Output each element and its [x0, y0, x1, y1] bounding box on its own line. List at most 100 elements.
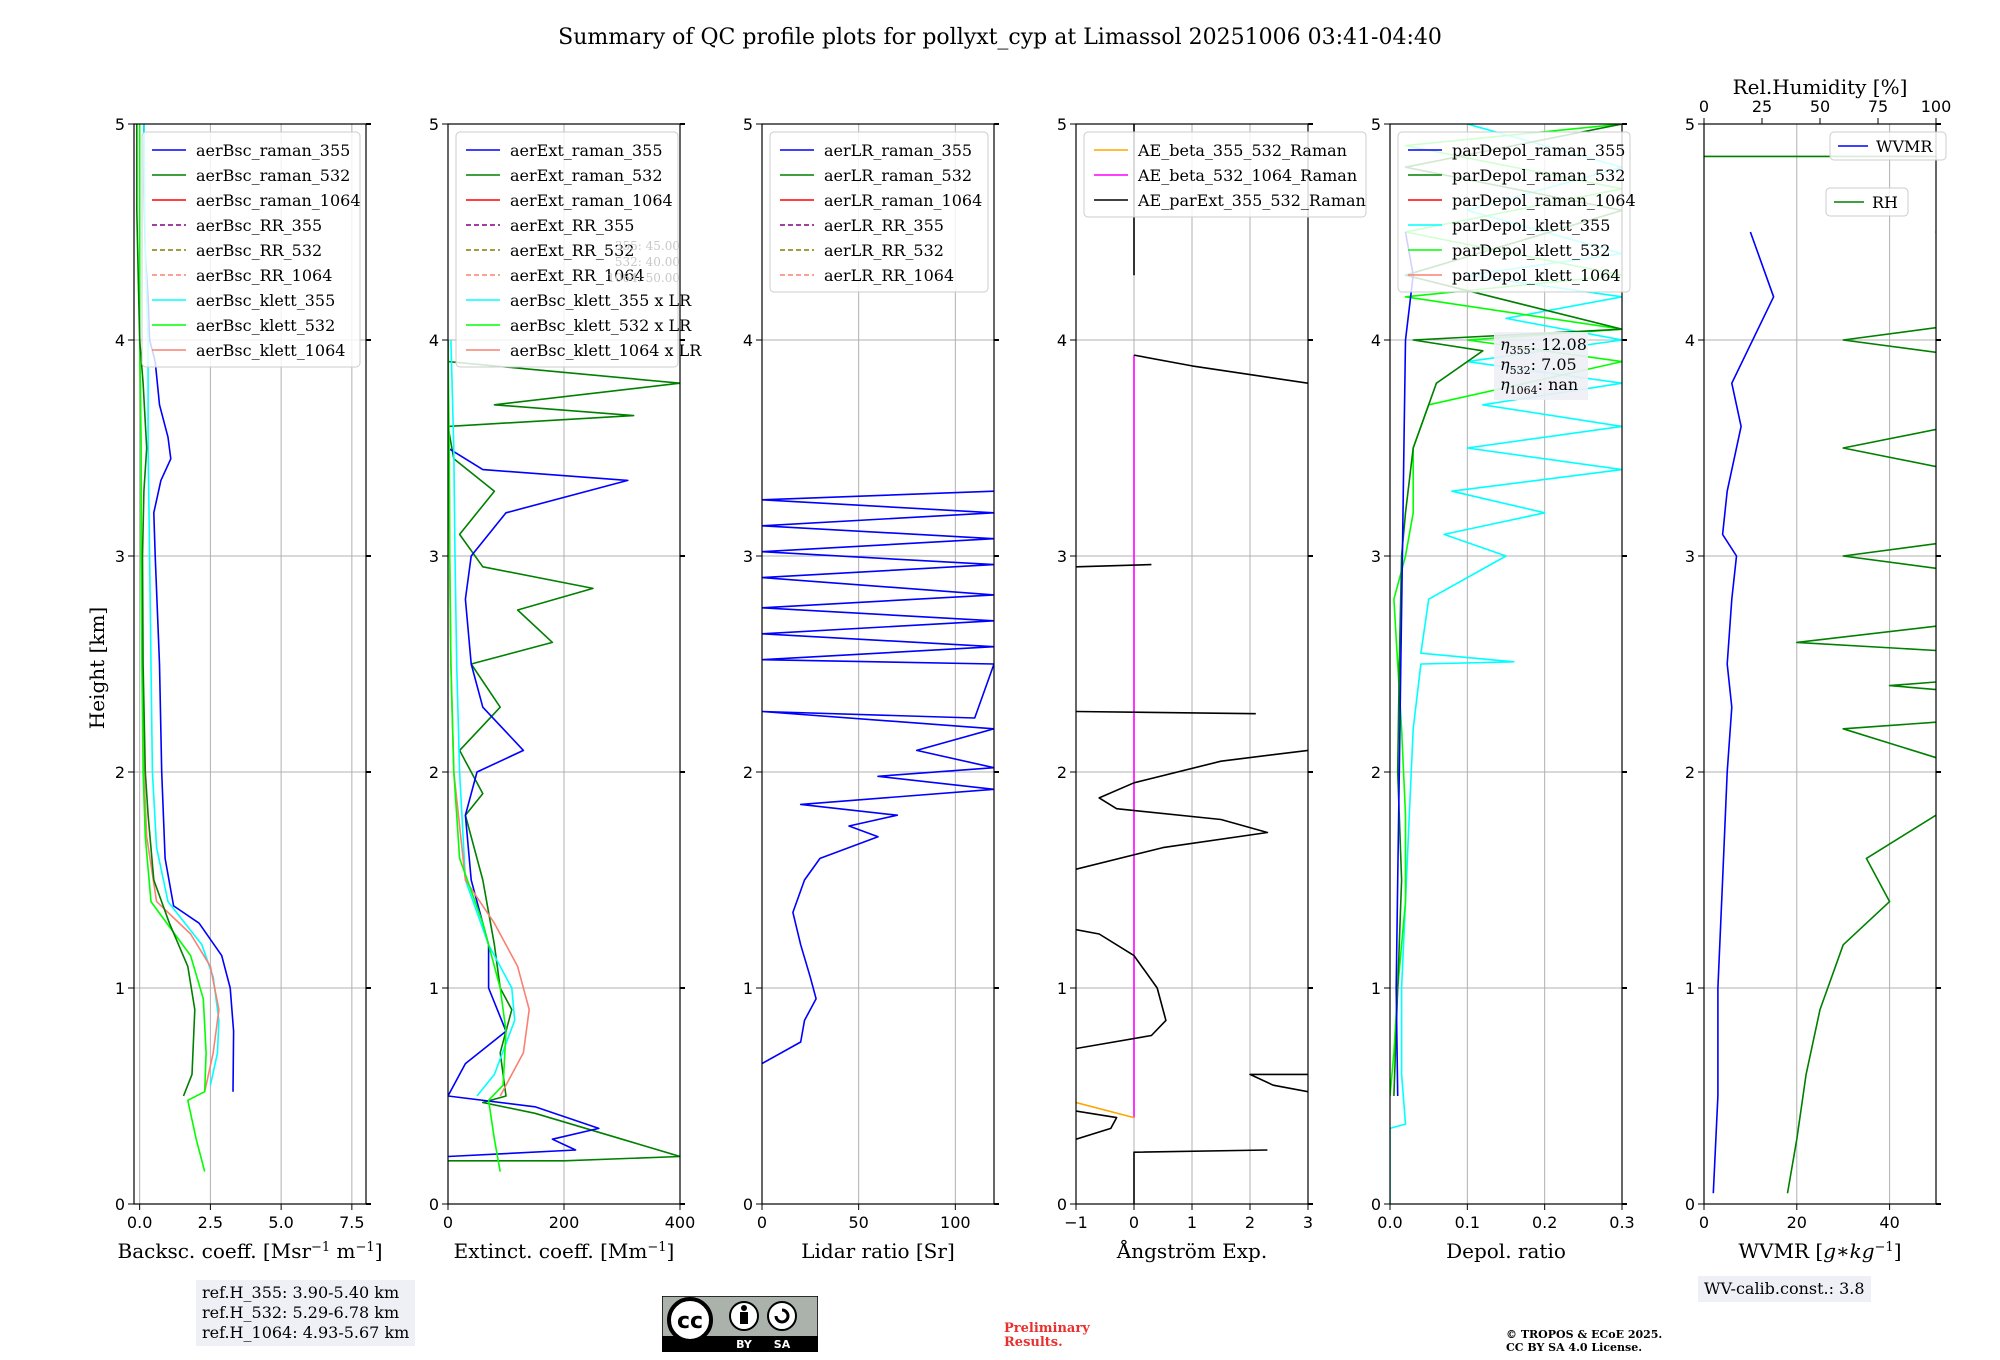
refh-532: ref.H_532: 5.29-6.78 km — [202, 1303, 400, 1322]
y-tick-label: 3 — [115, 547, 125, 566]
top-x-tick-label: 25 — [1752, 97, 1772, 116]
series-line-AE_parExt_355_532_Raman — [1249, 1073, 1308, 1093]
series-group — [1704, 155, 1936, 1194]
x-tick-label: 400 — [665, 1213, 696, 1232]
lr-note: 532: 40.00 — [615, 255, 680, 269]
legend-bsc: aerBsc_raman_355 aerBsc_raman_532 aerBsc_r… — [141, 131, 361, 368]
legend-label: aerExt_RR_1064 — [510, 266, 645, 285]
series-line-AE_parExt_355_532_Raman — [1076, 928, 1167, 1050]
figure-title: Summary of QC profile plots for pollyxt_… — [558, 25, 1442, 50]
legend-box — [455, 131, 679, 368]
x-tick-label: 3 — [1303, 1213, 1313, 1232]
y-tick-label: 1 — [1685, 979, 1695, 998]
legend-label: aerBsc_RR_1064 — [196, 266, 332, 285]
x-tick-label: 2.5 — [198, 1213, 223, 1232]
wv-calib-text: WV-calib.const.: 3.8 — [1704, 1279, 1865, 1298]
series-line-aerBsc_raman_532 — [136, 124, 196, 1097]
legend-label: aerBsc_klett_532 x LR — [510, 316, 692, 335]
legend-label: aerLR_RR_1064 — [824, 266, 954, 285]
panel-ext: 0 200 400 0 1 2 3 4 5 Extinct. coeff. [Mm−1] aerEx… — [429, 115, 702, 1263]
plot-frame — [133, 123, 367, 1205]
eta-label: η532: 7.05 — [1500, 355, 1577, 377]
x-tick-label: 5.0 — [268, 1213, 293, 1232]
y-tick-label: 0 — [1371, 1195, 1381, 1214]
legend-label: AE_beta_532_1064_Raman — [1137, 166, 1357, 185]
legend-label: aerLR_raman_355 — [824, 141, 972, 160]
y-axis-label: Height [km] — [85, 607, 109, 729]
y-tick-label: 3 — [429, 547, 439, 566]
legend-label: aerExt_RR_355 — [510, 216, 634, 235]
legend-label: aerBsc_raman_1064 — [196, 191, 361, 210]
y-tick-label: 2 — [1371, 763, 1381, 782]
top-x-tick-label: 75 — [1868, 97, 1888, 116]
y-tick-label: 4 — [429, 331, 439, 350]
y-tick-label: 4 — [1685, 331, 1695, 350]
legend-label: WVMR — [1876, 137, 1933, 156]
legend-label: aerExt_raman_355 — [510, 141, 663, 160]
panel-wv: 0 20 40 0 1 2 3 4 5 WVMR [g∗kg−1] 0 25 50 75 100 Rel.Hu… — [1685, 75, 1952, 1263]
y-tick-label: 2 — [115, 763, 125, 782]
x-tick-label: 0 — [1699, 1213, 1709, 1232]
legend-label: aerBsc_klett_355 — [196, 291, 335, 310]
y-tick-label: 4 — [115, 331, 125, 350]
series-group — [448, 339, 680, 1172]
x-tick-label: 20 — [1787, 1213, 1807, 1232]
y-tick-label: 3 — [1371, 547, 1381, 566]
legend-ext: aerExt_raman_355 aerExt_raman_532 aerExt_r… — [455, 131, 702, 368]
y-tick-label: 5 — [115, 115, 125, 134]
cc-mark: cc — [677, 1309, 703, 1334]
x-axis-label: Lidar ratio [Sr] — [801, 1239, 955, 1263]
plot-frame — [1075, 123, 1309, 1205]
y-tick-label: 3 — [743, 547, 753, 566]
legend-label: aerLR_raman_1064 — [824, 191, 982, 210]
legend-label: AE_parExt_355_532_Raman — [1137, 191, 1366, 210]
plot-frame — [447, 123, 681, 1205]
refh-1064: ref.H_1064: 4.93-5.67 km — [202, 1323, 410, 1342]
preliminary-note: Preliminary Results. — [1004, 1322, 1090, 1350]
series-line-aerExt_raman_355 — [448, 340, 629, 1158]
x-axis-label: Ångström Exp. — [1116, 1238, 1267, 1263]
y-tick-label: 2 — [1685, 763, 1695, 782]
top-x-tick-label: 100 — [1921, 97, 1952, 116]
legend-label: RH — [1872, 193, 1898, 212]
legend-lr: aerLR_raman_355 aerLR_raman_532 aerLR_rama… — [769, 131, 989, 293]
x-tick-label: 40 — [1879, 1213, 1899, 1232]
legend-label: aerBsc_klett_355 x LR — [510, 291, 692, 310]
series-line-AE_parExt_355_532_Raman — [1076, 710, 1256, 715]
y-tick-label: 4 — [743, 331, 753, 350]
legend-label: aerLR_RR_532 — [824, 241, 944, 260]
y-tick-label: 2 — [429, 763, 439, 782]
x-tick-label: 0.2 — [1532, 1213, 1557, 1232]
lr-note: 1064: 50.00 — [607, 271, 680, 285]
cc-sa-label: SA — [774, 1338, 791, 1351]
legend-label: aerBsc_klett_1064 x LR — [510, 341, 702, 360]
x-tick-label: 100 — [940, 1213, 971, 1232]
legend-label: aerLR_RR_355 — [824, 216, 944, 235]
x-tick-label: 50 — [848, 1213, 868, 1232]
y-tick-label: 2 — [1057, 763, 1067, 782]
y-tick-label: 4 — [1371, 331, 1381, 350]
lr-note: 355: 45.00 — [615, 239, 680, 253]
series-line-parDepol_raman_355 — [1395, 231, 1414, 1097]
plot-frame — [1703, 123, 1937, 1205]
x-tick-label: −1 — [1064, 1213, 1088, 1232]
legend-box — [141, 131, 361, 368]
legend-wv-0: WVMR — [1829, 131, 1947, 161]
x-tick-label: 0 — [1129, 1213, 1139, 1232]
eta-label: η1064: nan — [1500, 375, 1578, 397]
x-tick-label: 200 — [549, 1213, 580, 1232]
copyright-note: © TROPOS & ECoE 2025. CC BY SA 4.0 Licen… — [1506, 1328, 1662, 1354]
legend-box — [769, 131, 989, 293]
eta-box — [1494, 332, 1588, 400]
series-line-AE_beta_355_532_Raman — [1076, 1101, 1135, 1119]
top-x-tick-label: 0 — [1699, 97, 1709, 116]
legend-label: aerBsc_raman_532 — [196, 166, 350, 185]
legend-box — [1397, 131, 1631, 293]
x-tick-label: 0.0 — [127, 1213, 152, 1232]
y-tick-label: 1 — [429, 979, 439, 998]
legend-label: aerExt_raman_1064 — [510, 191, 673, 210]
legend-ae: AE_beta_355_532_Raman AE_beta_532_1064_Ra… — [1083, 131, 1367, 218]
x-tick-label: 7.5 — [339, 1213, 364, 1232]
y-tick-label: 0 — [743, 1195, 753, 1214]
